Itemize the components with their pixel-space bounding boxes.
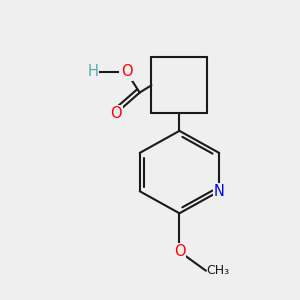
Text: O: O [110, 106, 122, 121]
Text: O: O [174, 244, 185, 259]
Text: O: O [121, 64, 132, 80]
Text: H: H [87, 64, 98, 80]
Text: CH₃: CH₃ [206, 264, 229, 277]
Text: N: N [214, 184, 225, 199]
